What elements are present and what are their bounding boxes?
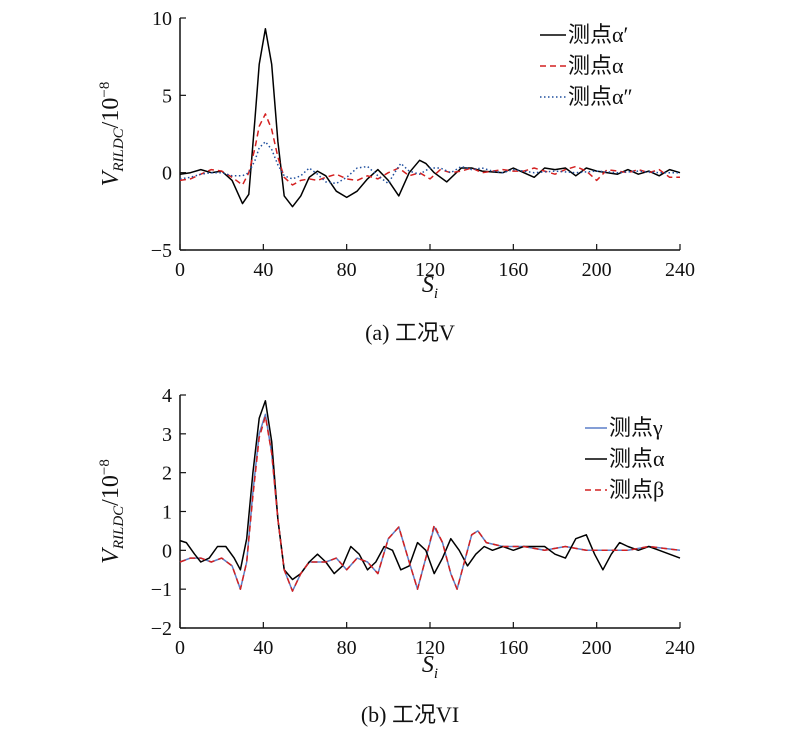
x-tick-label: 240 xyxy=(665,637,695,659)
y-tick-label: 0 xyxy=(162,540,172,562)
x-tick-label: 120 xyxy=(415,259,445,281)
x-tick-label: 0 xyxy=(175,259,185,281)
y-tick-label: −1 xyxy=(151,579,172,601)
y-tick-label: 10 xyxy=(152,8,172,30)
x-axis-title-main: S xyxy=(422,272,434,298)
y-tick-label: 0 xyxy=(162,163,172,185)
y-axis-title-unit: /10 xyxy=(98,475,124,506)
y-tick-label: 2 xyxy=(162,463,172,485)
panel-caption: (b) 工况VI xyxy=(361,702,459,727)
y-axis-title-unit: /10 xyxy=(98,98,124,129)
x-axis-title-sub: i xyxy=(434,286,438,302)
series-line xyxy=(179,400,681,581)
x-tick-label: 40 xyxy=(253,259,273,281)
y-tick-label: 5 xyxy=(162,85,172,107)
x-tick-label: 80 xyxy=(337,259,357,281)
x-axis-title: Si xyxy=(422,652,438,682)
x-tick-label: 200 xyxy=(582,259,612,281)
x-tick-label: 160 xyxy=(498,259,528,281)
legend-label: 测点α xyxy=(609,446,665,471)
x-axis-title-main: S xyxy=(422,652,434,678)
series-line xyxy=(179,28,681,208)
series-line xyxy=(179,415,681,592)
y-axis-title-exp: −8 xyxy=(97,82,113,98)
x-tick-label: 160 xyxy=(498,637,528,659)
y-axis-title-main: V xyxy=(98,547,124,564)
series-line xyxy=(179,113,680,186)
y-tick-label: 4 xyxy=(162,385,172,407)
y-axis-title-exp: −8 xyxy=(97,459,113,475)
legend-label: 测点α xyxy=(568,53,624,78)
x-axis-title-sub: i xyxy=(434,666,438,682)
legend-label: 测点β xyxy=(609,477,664,502)
y-tick-label: −5 xyxy=(151,240,172,262)
chart-panel-b: 0 40 80 120 160 200 240 −2 −1 0 1 2 3 4 测点γ 测点α 测点β VRILD… xyxy=(97,385,695,727)
series-line xyxy=(179,140,680,185)
y-tick-label: 1 xyxy=(162,502,172,524)
x-tick-label: 0 xyxy=(175,637,185,659)
y-axis-title: VRILDC/10−8 xyxy=(97,82,127,187)
x-tick-label: 200 xyxy=(582,637,612,659)
x-tick-label: 120 xyxy=(415,637,445,659)
x-tick-label: 40 xyxy=(253,637,273,659)
x-axis-title: Si xyxy=(422,272,438,302)
y-axis-title-sub: RILDC xyxy=(111,127,127,172)
panel-caption: (a) 工况V xyxy=(365,320,455,345)
legend-label: 测点α″ xyxy=(568,84,633,109)
y-tick-label: −2 xyxy=(151,618,172,640)
legend-label: 测点α′ xyxy=(568,22,628,47)
x-tick-label: 80 xyxy=(337,637,357,659)
legend-label: 测点γ xyxy=(609,415,663,440)
y-tick-label: 3 xyxy=(162,424,172,446)
chart-panel-a: 0 40 80 120 160 200 240−50510测点α′测点α测点α″VRILDC… xyxy=(97,8,695,345)
y-axis-title: VRILDC/10−8 xyxy=(97,459,127,564)
x-tick-label: 240 xyxy=(665,259,695,281)
y-axis-title-sub: RILDC xyxy=(111,505,127,550)
y-axis-title-main: V xyxy=(98,169,124,186)
